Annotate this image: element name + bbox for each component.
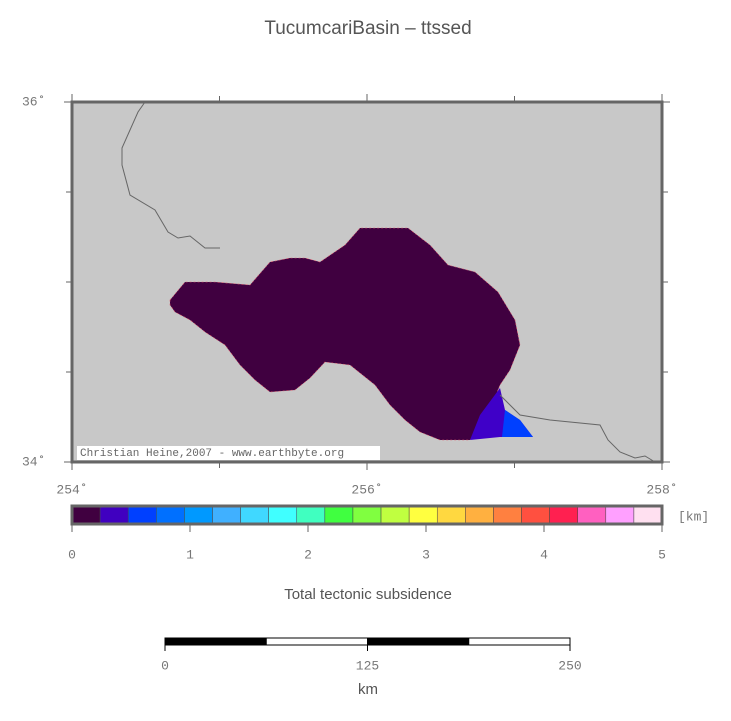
title: TucumcariBasin – ttssed — [264, 18, 471, 39]
colorbar-tick-label: 5 — [658, 547, 666, 562]
colorbar-swatch — [633, 505, 663, 525]
colorbar-swatch — [127, 505, 157, 525]
colorbar-tick-label: 4 — [540, 547, 548, 562]
scalebar-tick-label: 0 — [161, 658, 169, 673]
colorbar-tick-label: 2 — [304, 547, 312, 562]
colorbar-unit: [km] — [678, 509, 709, 524]
colorbar-swatch — [465, 505, 494, 525]
colorbar-tick-label: 3 — [422, 547, 430, 562]
scalebar-tick-label: 125 — [356, 658, 379, 673]
scalebar-segment — [164, 637, 267, 646]
basin-subregion — [502, 410, 533, 437]
colorbar-swatch — [71, 505, 101, 525]
colorbar-swatch — [436, 505, 466, 525]
colorbar-swatch — [212, 505, 241, 525]
colorbar-swatch — [549, 505, 578, 525]
colorbar-swatch — [605, 505, 635, 525]
coastline — [499, 394, 656, 463]
colorbar-swatch — [577, 505, 607, 525]
colorbar-swatch — [493, 505, 522, 525]
colorbar-swatch — [268, 505, 298, 525]
coastline — [121, 101, 220, 249]
lon-tick-label: 256˚ — [351, 482, 382, 497]
colorbar-frame — [70, 504, 664, 526]
colorbar-tick-label: 1 — [186, 547, 194, 562]
credit: Christian Heine,2007 - www.earthbyte.org — [80, 448, 344, 460]
colorbar-swatch — [380, 505, 410, 525]
colorbar-tick-label: 0 — [68, 547, 76, 562]
colorbar-swatch — [296, 505, 326, 525]
lat-tick-label: 34˚ — [22, 454, 45, 469]
scalebar-segment — [468, 637, 571, 646]
credit-box — [77, 446, 380, 460]
lon-tick-label: 258˚ — [646, 482, 677, 497]
scalebar-tick-label: 250 — [558, 658, 581, 673]
lat-tick-label: 36˚ — [22, 94, 45, 109]
colorbar-swatch — [521, 505, 550, 525]
colorbar-swatch — [184, 505, 213, 525]
scalebar-segment — [367, 637, 470, 646]
scalebar-unit: km — [358, 681, 378, 698]
colorbar-swatch — [240, 505, 269, 525]
colorbar-swatch — [352, 505, 382, 525]
colorbar-swatch — [324, 505, 354, 525]
lon-tick-label: 254˚ — [56, 482, 87, 497]
colorbar-swatch — [156, 505, 185, 525]
frame-minor-ticks — [66, 96, 668, 468]
colorbar-swatch — [408, 505, 438, 525]
scalebar-segment — [265, 637, 368, 646]
colorbar-label: Total tectonic subsidence — [284, 586, 452, 603]
colorbar-swatch — [99, 505, 129, 525]
